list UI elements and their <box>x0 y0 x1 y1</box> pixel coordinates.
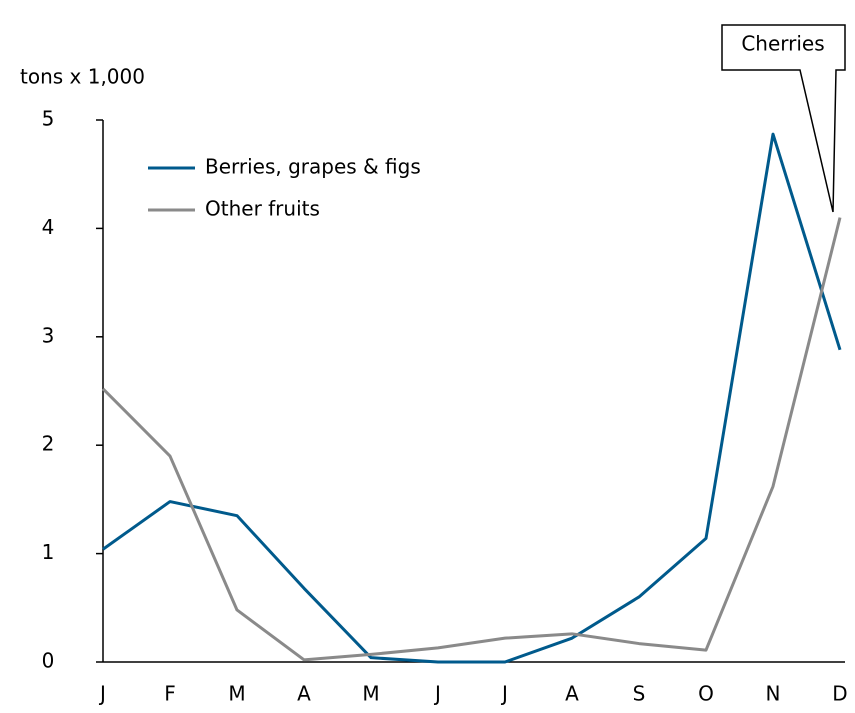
series-line <box>102 132 842 664</box>
y-tick-label: 5 <box>42 107 55 131</box>
y-tick-label: 4 <box>42 215 55 239</box>
y-axis-label: tons x 1,000 <box>20 65 145 89</box>
legend-label: Other fruits <box>205 197 320 221</box>
x-tick-label: J <box>98 682 106 706</box>
legend-label: Berries, grapes & figs <box>205 155 421 179</box>
y-tick-label: 0 <box>42 649 55 673</box>
x-tick-label: M <box>228 682 245 706</box>
x-tick-label: J <box>433 682 441 706</box>
callout-box <box>721 24 846 213</box>
x-tick-label: A <box>565 682 579 706</box>
y-tick-label: 2 <box>42 432 55 456</box>
x-tick-label: O <box>698 682 714 706</box>
x-tick-label: N <box>766 682 781 706</box>
x-tick-label: J <box>500 682 508 706</box>
callout: Cherries <box>721 24 846 213</box>
x-tick-label: A <box>297 682 311 706</box>
series-line <box>101 217 842 662</box>
annotation: Cherries <box>741 32 824 56</box>
x-tick-label: F <box>164 682 176 706</box>
x-tick-label: M <box>362 682 379 706</box>
y-tick-label: 1 <box>42 540 55 564</box>
x-tick-label: D <box>832 682 847 706</box>
y-tick-label: 3 <box>42 323 55 347</box>
x-tick-label: S <box>633 682 646 706</box>
